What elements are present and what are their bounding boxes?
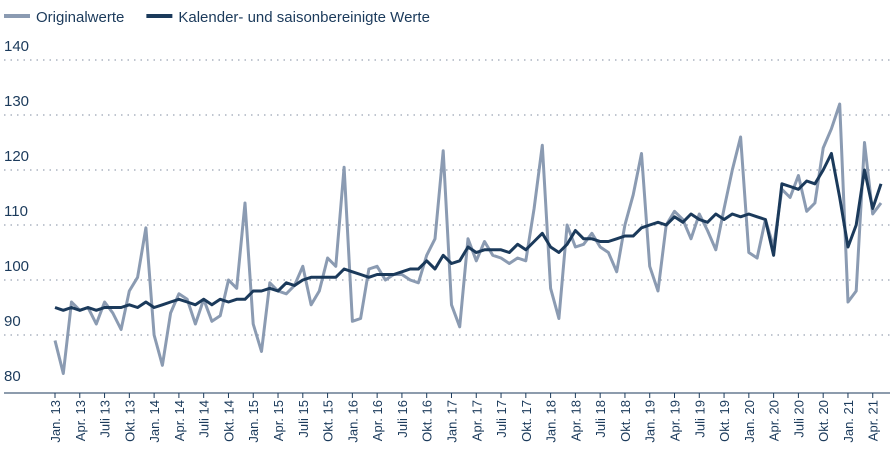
x-tick-label: Jan. 14 xyxy=(147,400,162,443)
x-tick-label: Juli 13 xyxy=(98,400,113,438)
y-tick-label: 80 xyxy=(4,368,21,385)
x-tick-label: Juli 19 xyxy=(692,400,707,438)
x-tick-label: Juli 18 xyxy=(593,400,608,438)
x-tick-label: Apr. 18 xyxy=(568,400,583,441)
x-tick-label: Jan. 13 xyxy=(48,400,63,443)
x-tick-label: Jan. 21 xyxy=(841,400,856,443)
x-tick-label: Jan. 20 xyxy=(742,400,757,443)
x-tick-label: Jan. 19 xyxy=(643,400,658,443)
x-tick-label: Apr. 14 xyxy=(172,400,187,441)
x-tick-label: Juli 15 xyxy=(296,400,311,438)
x-tick-label: Okt. 17 xyxy=(519,400,534,442)
x-tick-label: Juli 17 xyxy=(494,400,509,438)
x-tick-label: Apr. 13 xyxy=(73,400,88,441)
x-tick-label: Apr. 19 xyxy=(668,400,683,441)
x-tick-label: Okt. 19 xyxy=(717,400,732,442)
x-tick-label: Okt. 14 xyxy=(221,400,236,442)
y-tick-label: 100 xyxy=(4,258,29,275)
y-tick-label: 110 xyxy=(4,203,28,220)
x-tick-label: Okt. 20 xyxy=(816,400,831,442)
x-tick-label: Apr. 16 xyxy=(370,400,385,441)
x-tick-label: Jan. 15 xyxy=(246,400,261,443)
x-tick-label: Okt. 13 xyxy=(122,400,137,442)
x-tick-label: Jan. 16 xyxy=(345,400,360,443)
x-tick-label: Okt. 18 xyxy=(618,400,633,442)
y-tick-label: 90 xyxy=(4,313,21,330)
x-tick-label: Apr. 15 xyxy=(271,400,286,441)
x-tick-label: Apr. 21 xyxy=(866,400,881,441)
series-line xyxy=(54,152,883,312)
y-tick-label: 130 xyxy=(4,93,29,110)
legend-label: Kalender- und saisonbereinigte Werte xyxy=(178,9,430,26)
x-tick-label: Juli 16 xyxy=(395,400,410,438)
y-tick-label: 140 xyxy=(4,38,29,55)
x-tick-label: Jan. 18 xyxy=(544,400,559,443)
y-tick-label: 120 xyxy=(4,148,29,165)
x-tick-label: Juli 14 xyxy=(197,400,212,438)
x-tick-label: Jan. 17 xyxy=(444,400,459,443)
x-tick-label: Okt. 16 xyxy=(420,400,435,442)
series-line xyxy=(53,102,883,375)
x-tick-label: Okt. 15 xyxy=(321,400,336,442)
legend-label: Originalwerte xyxy=(36,9,124,26)
x-tick-label: Apr. 20 xyxy=(767,400,782,441)
x-tick-label: Apr. 17 xyxy=(469,400,484,441)
x-tick-label: Juli 20 xyxy=(791,400,806,438)
